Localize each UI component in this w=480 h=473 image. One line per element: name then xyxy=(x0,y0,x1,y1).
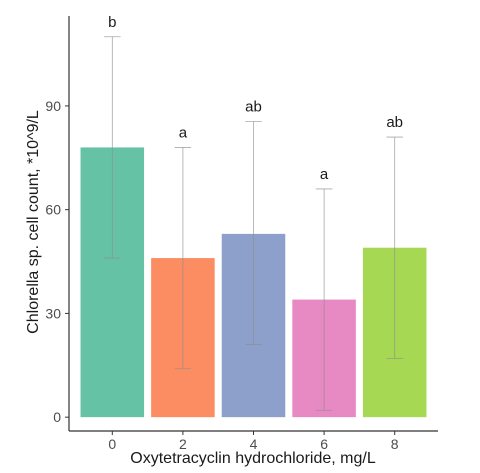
x-axis-title: Oxytetracyclin hydrochloride, mg/L xyxy=(130,450,376,467)
y-tick-label: 30 xyxy=(45,305,61,321)
y-tick-label: 0 xyxy=(53,409,61,425)
significance-label-8: ab xyxy=(386,114,403,131)
significance-label-4: ab xyxy=(245,98,262,115)
x-tick-label: 4 xyxy=(250,436,258,452)
x-tick-label: 0 xyxy=(108,436,116,452)
x-tick-label: 8 xyxy=(391,436,399,452)
x-axis-ticks: 0 2 4 6 8 xyxy=(108,431,399,452)
significance-label-0: b xyxy=(108,14,116,31)
significance-label-6: a xyxy=(320,166,329,183)
y-axis-ticks: 0 30 60 90 xyxy=(45,98,69,425)
plot-area: b a ab a ab xyxy=(80,14,427,418)
x-tick-label: 2 xyxy=(179,436,187,452)
significance-label-2: a xyxy=(179,124,188,141)
x-tick-label: 6 xyxy=(320,436,328,452)
y-tick-label: 90 xyxy=(45,98,61,114)
y-axis-title: Chlorella sp. cell count, *10^9/L xyxy=(25,110,42,334)
y-tick-label: 60 xyxy=(45,202,61,218)
